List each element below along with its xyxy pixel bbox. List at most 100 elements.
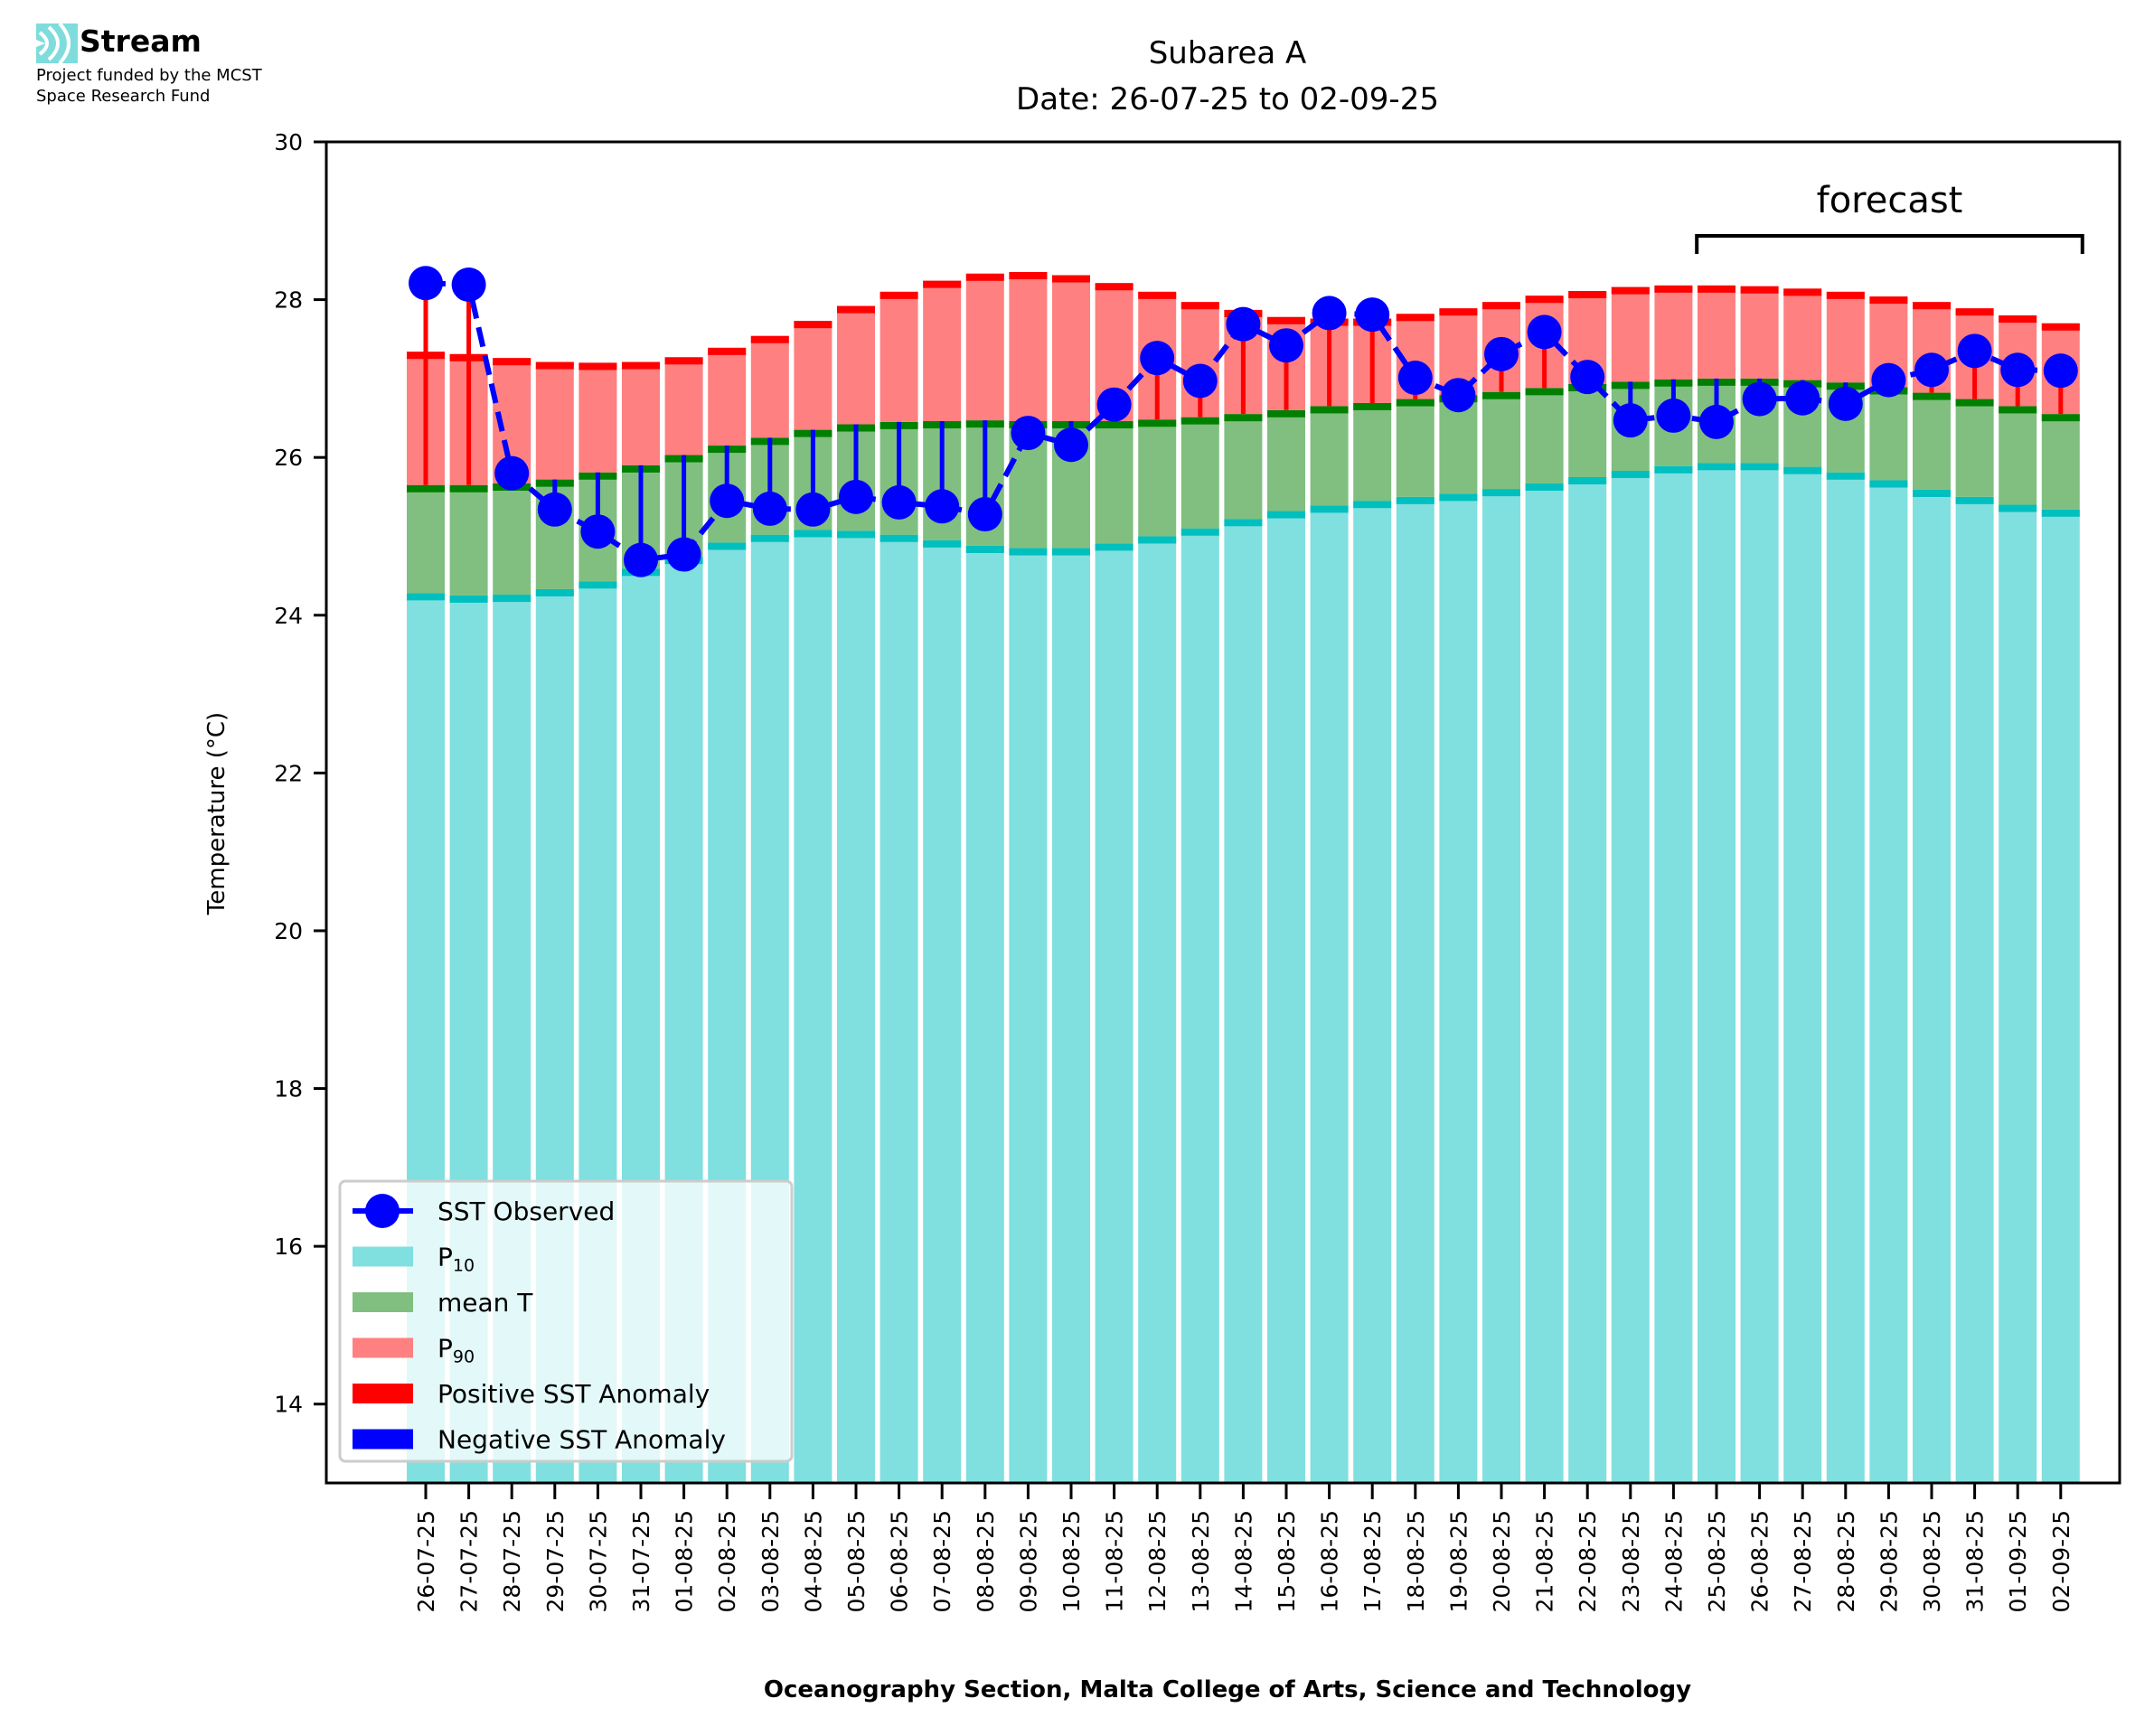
bar-p10 [1353,501,1392,1483]
bar-p90-edge [1654,285,1693,293]
bar-mean [1913,392,1951,490]
x-tick-label: 16-08-25 [1317,1510,1343,1612]
bar-p90-edge [1955,308,1994,316]
bar-p90-edge [1138,291,1177,299]
observed-point [839,479,873,514]
bar-p10 [1482,489,1520,1483]
bar-p10 [1999,504,2037,1483]
legend-swatch [353,1429,413,1450]
forecast-bracket [1695,234,2084,254]
legend-label: P90 [437,1334,475,1367]
bar-p10 [837,530,875,1483]
bar-p10 [1568,477,1607,1483]
bar-mean-edge [1310,406,1349,414]
x-tick-label: 20-08-25 [1489,1510,1515,1612]
x-tick-label: 01-08-25 [672,1510,698,1612]
observed-point [1484,336,1519,371]
bar-p10-edge [750,534,789,542]
bar-p90-edge [664,357,703,365]
bar-p10-edge [1654,465,1693,474]
stream-waves-icon [36,23,78,63]
bar-p10-edge [1869,480,1908,488]
observed-point [1226,306,1261,342]
funding-note-line2: Space Research Fund [36,87,211,106]
bar-p90 [1783,288,1822,380]
bar-p10-edge [965,545,1004,553]
observed-point [1785,380,1820,416]
bar-p10-edge [1138,536,1177,544]
observed-point [752,491,787,526]
legend-swatch [353,1384,413,1403]
x-tick-label: 01-09-25 [2005,1510,2031,1612]
bar-p10 [1138,536,1177,1483]
y-tick-label: 26 [274,445,303,471]
bar-p90 [578,362,617,473]
bar-p10 [1611,471,1650,1483]
observed-line-layer [409,266,2078,577]
x-tick-label: 09-08-25 [1015,1510,1041,1612]
bar-mean [1396,399,1434,497]
observed-point [1914,352,1949,388]
bar-p90-edge [1826,291,1865,299]
x-tick-label: 25-08-25 [1704,1510,1730,1612]
bar-p10-edge [1095,543,1133,551]
x-tick-label: 04-08-25 [800,1510,826,1612]
bar-p90 [1009,272,1048,422]
bar-p90-edge [535,361,574,370]
x-tick-label: 12-08-25 [1144,1510,1171,1612]
bar-mean [493,483,531,596]
forecast-label: forecast [1817,180,1963,221]
y-tick-label: 22 [274,760,303,786]
x-tick-label: 02-08-25 [714,1510,740,1612]
bar-p90-edge [622,361,660,370]
bar-p90-edge [1180,302,1219,310]
bar-mean-edge [1353,402,1392,410]
bar-p90-edge [2041,323,2080,331]
x-tick-label: 11-08-25 [1102,1510,1128,1612]
bar-p10-edge [1009,548,1048,556]
legend-label-text: SST Observed [437,1196,615,1226]
bar-p90-edge [1611,286,1650,295]
bar-mean [1310,406,1349,506]
bar-p90-edge [1525,296,1564,304]
bar-p90 [664,357,703,455]
x-ticks: 26-07-25 27-07-25 28-07-25 29-07-25 30-07-25… [413,1483,2074,1612]
bar-p10 [879,534,918,1483]
x-tick-label: 29-08-25 [1876,1510,1902,1612]
legend-label: Positive SST Anomaly [437,1379,710,1409]
observed-point [451,267,486,303]
bar-mean [1999,406,2037,505]
y-ticks: 14 16 18 20 22 24 26 28 30 [274,129,326,1418]
legend-swatch-marker [365,1194,400,1228]
y-tick-label: 14 [274,1392,303,1418]
x-tick-label: 10-08-25 [1058,1510,1085,1612]
legend-label-text: mean T [437,1288,533,1318]
x-tick-label: 31-08-25 [1962,1510,1989,1612]
bar-p10 [1267,511,1305,1483]
x-tick-label: 05-08-25 [843,1510,870,1612]
x-tick-label: 18-08-25 [1403,1510,1429,1612]
x-tick-label: 15-08-25 [1274,1510,1300,1612]
bar-p10-edge [1267,511,1305,519]
bar-p10-edge [1783,466,1822,474]
y-tick-label: 20 [274,918,303,944]
x-tick-label: 06-08-25 [887,1510,913,1612]
chart-subtitle: Date: 26-07-25 to 02-09-25 [1016,81,1439,117]
y-tick-label: 16 [274,1234,303,1260]
bar-p10-edge [2041,509,2080,517]
observed-point [2043,353,2078,389]
observed-point [1269,328,1303,363]
bar-p10-edge [879,534,918,542]
observed-point [1656,398,1691,433]
funding-note-line1: Project funded by the MCST [36,66,262,85]
observed-point [710,483,745,519]
bar-p10-edge [1396,496,1434,504]
legend-label: mean T [437,1288,533,1318]
x-tick-label: 30-07-25 [585,1510,611,1612]
forecast-annotation: forecast [1695,180,2084,254]
x-tick-label: 19-08-25 [1445,1510,1472,1612]
bar-p10-edge [449,595,488,603]
observed-point [967,497,1002,532]
bar-p10 [1095,543,1133,1483]
bar-mean-edge [1224,414,1263,422]
